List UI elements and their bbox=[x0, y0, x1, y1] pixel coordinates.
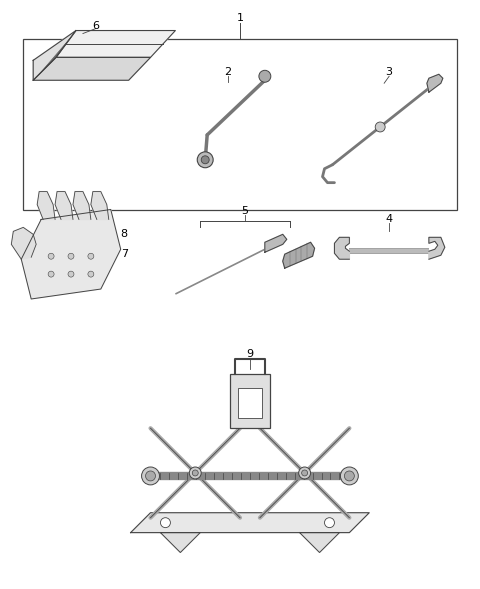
Circle shape bbox=[48, 253, 54, 259]
Polygon shape bbox=[73, 191, 91, 220]
Circle shape bbox=[299, 467, 311, 479]
Text: 2: 2 bbox=[225, 67, 232, 77]
Circle shape bbox=[68, 271, 74, 277]
Polygon shape bbox=[37, 191, 55, 220]
Text: 1: 1 bbox=[237, 12, 243, 22]
Polygon shape bbox=[12, 227, 36, 259]
Circle shape bbox=[48, 271, 54, 277]
Circle shape bbox=[201, 156, 209, 164]
Circle shape bbox=[197, 152, 213, 168]
Circle shape bbox=[375, 122, 385, 132]
Circle shape bbox=[301, 470, 308, 476]
Bar bbox=[23, 39, 457, 210]
Polygon shape bbox=[427, 74, 443, 92]
Text: 5: 5 bbox=[241, 207, 249, 217]
Text: 4: 4 bbox=[385, 214, 393, 224]
Bar bbox=[230, 373, 270, 428]
Circle shape bbox=[88, 253, 94, 259]
Polygon shape bbox=[300, 532, 339, 552]
Polygon shape bbox=[91, 191, 109, 220]
Polygon shape bbox=[21, 210, 120, 299]
Circle shape bbox=[142, 467, 159, 485]
Circle shape bbox=[88, 271, 94, 277]
Polygon shape bbox=[335, 237, 349, 259]
Polygon shape bbox=[265, 234, 287, 252]
Polygon shape bbox=[33, 31, 76, 80]
Circle shape bbox=[160, 518, 170, 528]
Circle shape bbox=[189, 467, 201, 479]
Polygon shape bbox=[33, 57, 151, 80]
Polygon shape bbox=[283, 242, 314, 268]
Text: 7: 7 bbox=[120, 249, 128, 259]
Circle shape bbox=[68, 253, 74, 259]
Circle shape bbox=[145, 471, 156, 481]
Circle shape bbox=[192, 470, 198, 476]
Polygon shape bbox=[55, 191, 73, 220]
Circle shape bbox=[344, 471, 354, 481]
Polygon shape bbox=[56, 31, 175, 57]
Polygon shape bbox=[160, 532, 200, 552]
Circle shape bbox=[259, 70, 271, 82]
Polygon shape bbox=[429, 237, 445, 259]
Text: 8: 8 bbox=[120, 229, 128, 239]
Text: 3: 3 bbox=[385, 67, 393, 77]
Text: 6: 6 bbox=[92, 21, 99, 31]
Text: 9: 9 bbox=[246, 349, 253, 359]
Bar bbox=[238, 389, 262, 418]
Circle shape bbox=[340, 467, 358, 485]
Polygon shape bbox=[131, 513, 369, 532]
Circle shape bbox=[324, 518, 335, 528]
